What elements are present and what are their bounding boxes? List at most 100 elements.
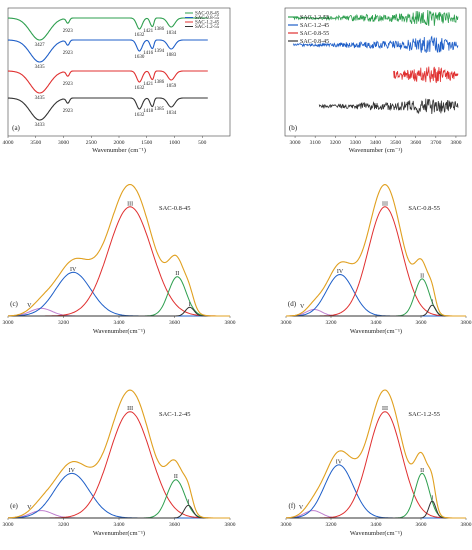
panel-a-tick-label: 500 [198,140,207,146]
panel-a-peak-annotation: 1059 [166,84,177,89]
panel-b-tick-label: 3300 [350,140,361,146]
panel-b-tick-label: 3100 [310,140,321,146]
panel-b-series-line [393,66,459,84]
peak-curve [286,273,466,317]
panel-a-tick-label: 3000 [58,140,69,146]
panel-b-tick-label: 3800 [450,140,461,146]
panel-b-tick-label: 3700 [430,140,441,146]
envelope-curve [8,389,230,519]
panel-e: 3000 3200 3400 3600 3800 Wavenumber(cm⁻¹) SAC-… [3,389,236,537]
panel-a-peak-annotation: 1416 [143,51,154,56]
panel-a-peak-annotation: 1418 [143,109,154,114]
peak-label: III [382,406,388,412]
tick-label: 3600 [169,522,180,528]
chart-title: SAC-0.8-45 [159,205,191,212]
panel-c: 3000 3200 3400 3600 3800 Wavenumber(cm⁻¹) SAC-… [3,183,236,335]
panel-a-peak-annotation: 2923 [63,29,74,34]
panel-b-tick-label: 3600 [410,140,421,146]
peak-curve [8,306,230,317]
panel-a-peak-annotation: 1630 [134,55,145,60]
panel-a-peak-annotation: 2923 [63,51,74,56]
panel-a-peak-annotation: 2923 [63,109,74,114]
tick-label: 3600 [169,320,180,326]
panel-a-peak-annotation: 1034 [166,31,177,36]
peak-label: II [174,474,178,480]
peak-curve [286,304,466,317]
panel-b-xlabel: Wavenumber (cm⁻¹) [349,147,403,154]
panel-label: (f) [289,502,297,510]
tick-label: 3800 [461,320,472,326]
chart-title: SAC-1.2-55 [408,411,440,418]
xlabel: Wavenumber(cm⁻¹) [93,328,145,335]
tick-label: 3000 [3,522,14,528]
peak-label: V [299,505,304,511]
peak-label: IV [337,269,344,275]
peak-curve [8,472,230,519]
peak-curve [8,206,230,317]
panel-a-series-line [8,70,208,94]
envelope-curve [7,183,230,317]
peak-label: III [382,201,388,207]
peak-label: IV [336,459,343,465]
panel-a-tick-label: 1000 [169,140,180,146]
panel-a-series-line [8,39,208,63]
peak-curve [286,206,466,317]
panel-b-legend-entry: SAC-1.2-55 [300,15,329,21]
panel-a-peak-annotation: 3427 [35,43,46,48]
peak-curve [8,504,230,519]
panel-a-tick-label: 1500 [141,140,152,146]
tick-label: 3800 [225,522,236,528]
xlabel: Wavenumber(cm⁻¹) [350,530,402,537]
panel-label: (d) [288,300,297,308]
panel-a-peak-annotation: 3433 [35,123,46,128]
panel-label: (e) [10,502,18,510]
panel-a-peak-annotation: 3435 [35,96,46,101]
tick-label: 3400 [114,522,125,528]
panel-a-peak-annotation: 3435 [35,65,46,70]
panel-a-tick-label: 2500 [86,140,97,146]
peak-label: I [187,500,189,506]
panel-b-legend-entry: SAC-0.8-55 [300,31,329,37]
peak-curve [7,271,230,317]
panel-label: (c) [10,300,18,308]
panel-a-series-line [8,17,208,41]
peak-label: I [431,495,433,501]
peak-label: V [27,303,32,309]
peak-label: IV [70,267,77,273]
panel-a-peak-annotation: 1421 [143,29,154,34]
tick-label: 3600 [416,522,427,528]
envelope-curve [286,184,466,317]
peak-curve [286,500,466,519]
peak-label: II [175,271,179,277]
panel-a-peak-annotation: 1083 [166,53,177,58]
peak-label: V [27,505,32,511]
xlabel: Wavenumber(cm⁻¹) [93,530,145,537]
panel-a-peak-annotation: 1632 [134,113,145,118]
panel-b-legend-entry: SAC-0.8-45 [300,39,329,45]
envelope-curve [285,389,466,519]
peak-curve [286,464,466,519]
panel-b-series-line [318,98,459,115]
panel-a-legend-entry: SAC-0.8-55 [195,16,220,21]
panel-a-peak-annotation: 1386 [154,27,165,32]
peak-curve [8,411,230,519]
panel-b-tick-label: 3500 [390,140,401,146]
panel-b-legend-entry: SAC-1.2-45 [300,23,329,29]
panel-a-legend-entry: SAC-0.8-45 [195,12,220,17]
tick-label: 3000 [3,320,14,326]
tick-label: 3000 [281,522,292,528]
panel-a-tick-label: 4000 [3,140,14,146]
tick-label: 3600 [416,320,427,326]
peak-label: III [127,406,133,412]
panel-a-series-line [8,97,208,121]
tick-label: 3400 [371,522,382,528]
panel-b-tick-label: 3200 [330,140,341,146]
chart-title: SAC-0.8-55 [408,205,440,212]
tick-label: 3800 [461,522,472,528]
panel-a-label: (a) [12,124,20,132]
panel-a: 4000 3500 3000 2500 2000 1500 1000 500 Wavenumbe… [3,7,231,154]
panel-a-tick-label: 2000 [114,140,125,146]
panel-a-peak-annotation: 2923 [63,82,74,87]
peak-label: I [189,302,191,308]
peak-label: II [420,273,424,279]
